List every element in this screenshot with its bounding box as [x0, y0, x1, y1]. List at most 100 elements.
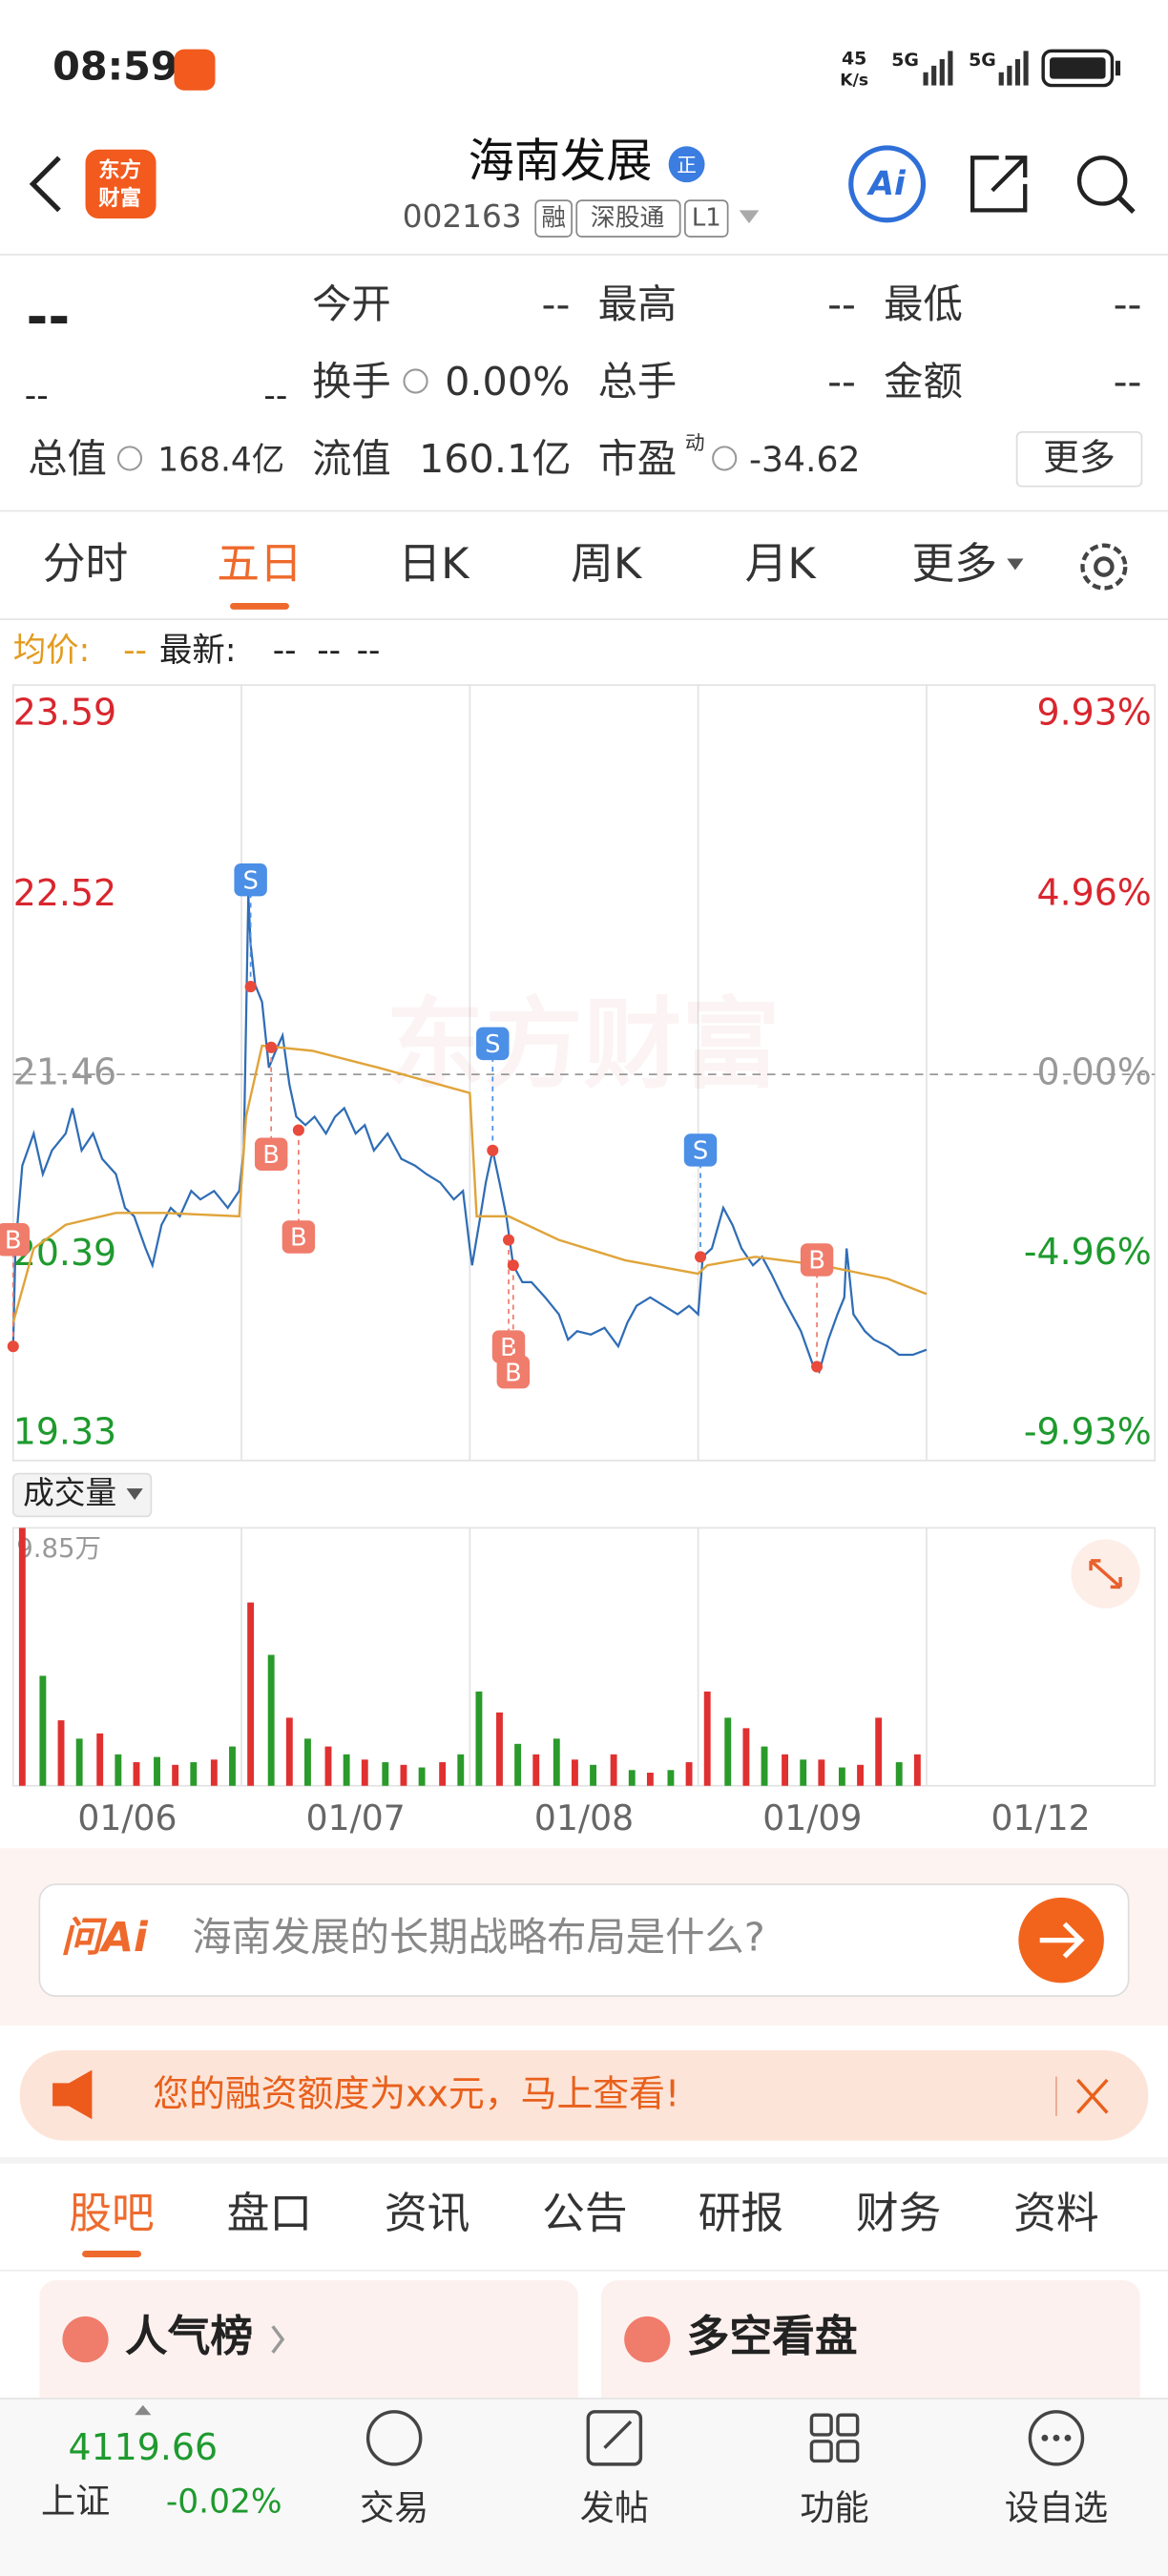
section-tab[interactable]: 盘口: [227, 2188, 312, 2238]
share-button[interactable]: [970, 156, 1028, 213]
volume-bar: [57, 1720, 65, 1786]
field-label: 市盈: [598, 436, 678, 482]
trade-badge: [234, 862, 267, 897]
promo-banner[interactable]: [19, 2049, 1149, 2141]
tag-text: 融: [541, 204, 566, 233]
nav-icons: [365, 2410, 1085, 2466]
back-button[interactable]: [29, 156, 61, 213]
period-tab[interactable]: 分时: [43, 538, 128, 589]
y2-tick-label: 0.00%: [1037, 1051, 1152, 1093]
volume-bar: [457, 1754, 465, 1786]
trade-point: [507, 1259, 519, 1272]
chart-frame: [11, 684, 1157, 1787]
volume-bar: [857, 1764, 864, 1786]
card[interactable]: [39, 2280, 578, 2412]
dropdown[interactable]: [739, 210, 760, 224]
section-tab[interactable]: 财务: [856, 2188, 941, 2238]
y-tick-label: 9.85万: [16, 1533, 101, 1564]
section-tab[interactable]: 公告: [542, 2188, 627, 2238]
card-title: 人气榜: [125, 2311, 253, 2361]
ai-input[interactable]: [38, 1883, 1130, 1998]
trade-badge: [254, 1137, 288, 1171]
series-line: [11, 1044, 928, 1323]
trade-point: [244, 981, 257, 993]
card-icon: [624, 2316, 671, 2363]
avg-value: --: [123, 632, 147, 670]
field-label: 今开: [312, 281, 391, 327]
index-change: -0.02%: [166, 2483, 282, 2522]
active-indicator: [82, 2251, 142, 2257]
trade-point: [503, 1234, 515, 1246]
field-value: --: [827, 281, 856, 327]
trade-badge: [491, 1330, 526, 1363]
card[interactable]: [601, 2280, 1140, 2412]
nav-item[interactable]: 发帖: [580, 2487, 649, 2528]
volume-bar: [285, 1717, 293, 1786]
stock-code: 002163: [403, 198, 522, 235]
nav-item[interactable]: 功能: [800, 2487, 868, 2528]
volume-bar: [590, 1764, 597, 1786]
change-pct: --: [263, 377, 287, 415]
y-tick-label: 21.46: [13, 1051, 116, 1093]
trade-point: [695, 1251, 707, 1263]
section-tab[interactable]: 资讯: [385, 2188, 469, 2238]
more-button[interactable]: [1015, 431, 1143, 488]
volume-bar: [115, 1754, 122, 1786]
logo[interactable]: [85, 149, 156, 219]
close-button[interactable]: [1076, 2078, 1109, 2114]
more-button-text: 更多: [1043, 437, 1116, 479]
volume-bar: [210, 1759, 218, 1786]
period-tab[interactable]: 周K: [571, 538, 643, 589]
badge: [668, 146, 705, 183]
latest-value: --: [317, 632, 341, 670]
field-value: --: [1114, 359, 1142, 405]
section-tab[interactable]: 研报: [699, 2188, 783, 2238]
arrow-icon: [1039, 1922, 1085, 1959]
trade-label: B: [808, 1247, 825, 1276]
section-tab[interactable]: 股吧: [69, 2188, 154, 2238]
trade-label: B: [290, 1224, 307, 1253]
nav-item[interactable]: 交易: [360, 2487, 428, 2528]
volume-bar: [75, 1738, 83, 1786]
section-tab[interactable]: 资料: [1013, 2188, 1098, 2238]
signal: [998, 51, 1029, 86]
volume-bar: [514, 1743, 522, 1786]
network: 5G: [969, 50, 996, 71]
section-tabs: 股吧 盘口 资讯 公告 研报 财务 资料: [69, 2188, 1099, 2257]
logo-text: 东方: [98, 157, 141, 183]
price: --: [27, 286, 71, 347]
x-tick-label: 01/06: [77, 1797, 177, 1839]
network: 5G: [891, 50, 919, 71]
ai-button[interactable]: [848, 145, 927, 223]
volume-bar: [782, 1754, 789, 1786]
ai-button-text: Ai: [866, 165, 907, 203]
nav-item[interactable]: 设自选: [1005, 2487, 1108, 2528]
charts: 东方财富 9.93% 23.59 4.96% 22.52 0.00% 21.46 -4.96%…: [0, 692, 1156, 1839]
search-button[interactable]: [1076, 156, 1136, 214]
period-tab[interactable]: 月K: [745, 538, 818, 589]
promo-text: 您的融资额度为xx元，马上查看!: [153, 2073, 679, 2115]
period-tab[interactable]: 更多: [911, 538, 996, 589]
net-speed-unit: K/s: [840, 71, 868, 90]
trade-label: B: [262, 1141, 280, 1170]
volume-selector[interactable]: [11, 1472, 153, 1518]
trade-label: S: [485, 1030, 500, 1059]
period-tabs: 分时 五日 日K 周K 月K 更多: [43, 538, 997, 610]
signal: [923, 51, 953, 86]
period-tab[interactable]: 五日: [217, 538, 302, 589]
battery: [1041, 49, 1121, 88]
period-tab[interactable]: 日K: [398, 538, 470, 589]
volume-bar: [475, 1691, 483, 1786]
volume-bar: [800, 1759, 807, 1786]
stock-name: 海南发展: [469, 135, 653, 188]
ai-brand: 问Ai: [61, 1914, 149, 1962]
chevron: [271, 2325, 285, 2354]
field-value: --: [1114, 281, 1142, 327]
field-value: -34.62: [749, 439, 861, 480]
tag: [534, 199, 573, 238]
index-value[interactable]: 4119.66: [69, 2426, 219, 2468]
card-title: 多空看盘: [687, 2311, 858, 2361]
volume-bar: [553, 1738, 560, 1786]
megaphone-icon: [52, 2069, 93, 2120]
